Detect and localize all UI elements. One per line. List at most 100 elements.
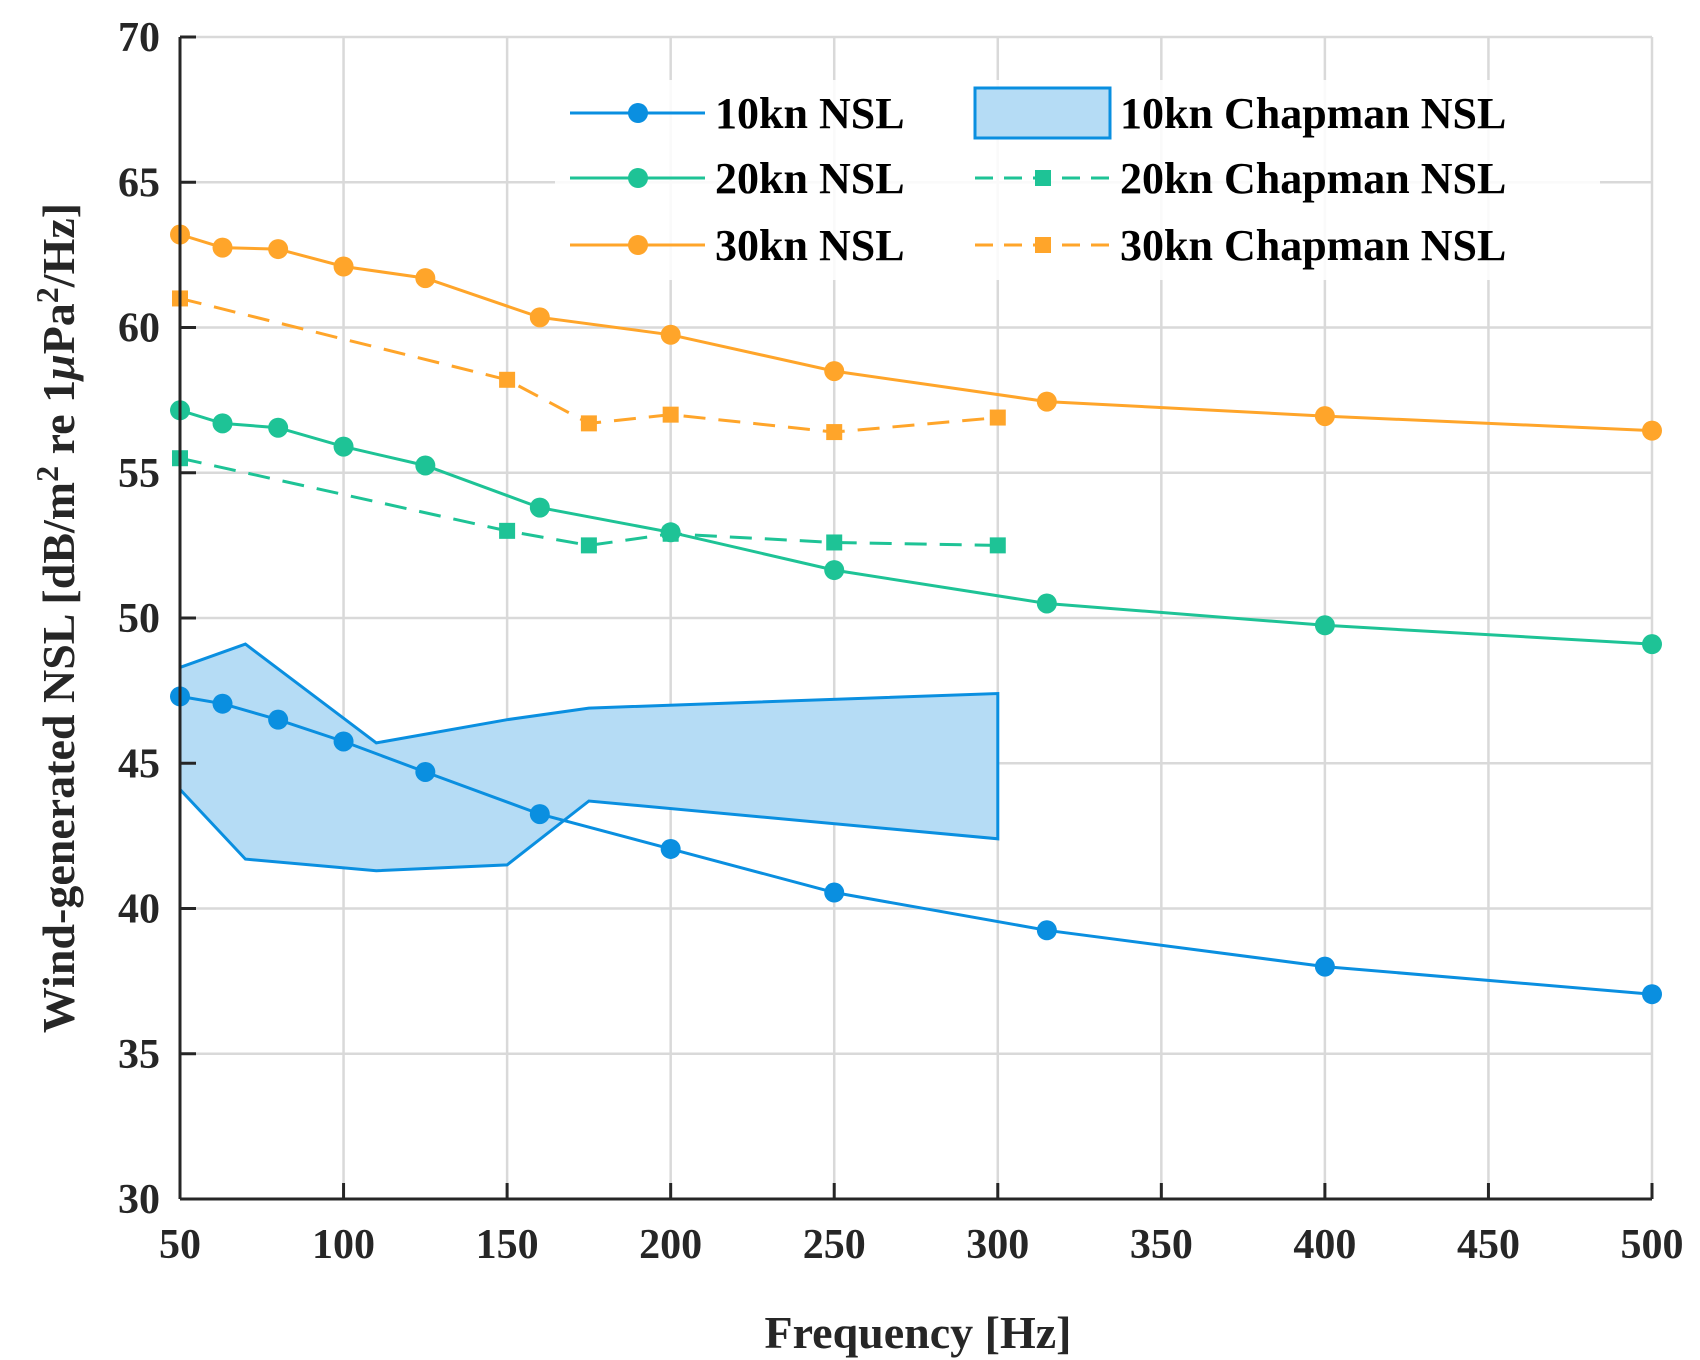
legend-label-30kn-nsl: 30kn NSL [715,221,905,270]
x-tick-label-200: 200 [639,1222,702,1268]
legend-label-20kn-chapman: 20kn Chapman NSL [1120,154,1506,203]
y-tick-label-50: 50 [118,596,160,642]
x-tick-label-450: 450 [1457,1222,1520,1268]
point-20kn-chapman-nsl-150 [499,522,516,539]
point-20kn-nsl-315 [1036,593,1057,614]
point-30kn-nsl-315 [1036,391,1057,412]
legend-marker-20kn-nsl [628,168,648,188]
y-title-mu: μ [33,354,84,382]
point-10kn-nsl-250 [824,882,845,903]
x-tick-label-350: 350 [1130,1222,1193,1268]
point-20kn-chapman-nsl-175 [580,537,597,554]
x-tick-label-400: 400 [1293,1222,1356,1268]
x-tick-label-250: 250 [803,1222,866,1268]
legend-marker-30kn-nsl [628,235,648,255]
point-30kn-nsl-250 [824,361,845,382]
x-tick-labels: 50 100 150 200 250 300 350 400 450 500 [159,1222,1684,1268]
y-tick-labels: 30 35 40 45 50 55 60 65 70 [118,15,160,1223]
point-10kn-nsl-200 [660,838,681,859]
legend-entry-10kn-nsl: 10kn NSL [570,89,905,138]
point-30kn-chapman-nsl-175 [580,415,597,432]
point-10kn-nsl-100 [333,731,354,752]
point-20kn-chapman-nsl-300 [989,537,1006,554]
point-10kn-nsl-125 [415,761,436,782]
point-20kn-nsl-250 [824,560,845,581]
legend-swatch-10kn-chapman [973,86,1112,140]
y-tick-label-55: 55 [118,451,160,497]
y-tick-label-70: 70 [118,15,160,61]
point-30kn-chapman-nsl-300 [989,409,1006,426]
legend-marker-20kn-chapman [1035,170,1051,186]
x-axis-title: Frequency [Hz] [764,1307,1071,1358]
x-tick-label-300: 300 [966,1222,1029,1268]
point-30kn-nsl-80 [268,239,289,260]
y-tick-label-45: 45 [118,741,160,787]
point-30kn-nsl-63 [212,237,233,258]
point-20kn-nsl-160 [529,497,550,518]
y-tick-label-40: 40 [118,887,160,933]
y-title-part-1: Wind-generated NSL [dB/m [33,482,84,1033]
line-30kn-chapman-nsl [179,296,998,434]
y-axis-title: Wind-generated NSL [dB/m2 re 1μPa2/Hz] [29,203,84,1033]
point-30kn-nsl-100 [333,256,354,277]
series-10kn-nsl [170,686,1662,1005]
legend-entry-30kn-chapman: 30kn Chapman NSL [975,221,1506,270]
chapman-band [178,642,1000,873]
point-10kn-nsl-63 [212,693,233,714]
line-20kn-chapman-nsl [179,456,998,547]
point-30kn-chapman-nsl-200 [662,406,679,423]
point-10kn-nsl-500 [1642,984,1662,1005]
x-tick-label-100: 100 [312,1222,375,1268]
point-20kn-nsl-500 [1642,634,1662,655]
point-30kn-nsl-400 [1314,406,1335,427]
x-tick-label-150: 150 [476,1222,539,1268]
series-group [170,224,1662,1005]
point-10kn-nsl-315 [1036,920,1057,941]
legend-entry-30kn-nsl: 30kn NSL [570,221,905,270]
line-20kn-nsl [179,408,1653,646]
point-20kn-nsl-125 [415,455,436,476]
series-30kn-chapman-nsl [172,290,1006,441]
band-10kn-chapman-nsl [178,642,1000,873]
y-tick-label-30: 30 [118,1177,160,1223]
point-30kn-chapman-nsl-250 [826,424,843,441]
point-30kn-nsl-160 [529,307,550,328]
x-tick-label-50: 50 [159,1222,201,1268]
y-title-part-4: /Hz] [33,203,84,288]
axes [178,35,1654,1201]
point-20kn-chapman-nsl-200 [662,525,679,542]
point-30kn-nsl-200 [660,324,681,345]
point-10kn-nsl-400 [1314,956,1335,977]
y-tick-label-60: 60 [118,306,160,352]
y-title-sup-1: 2 [29,466,65,482]
legend-label-10kn-chapman: 10kn Chapman NSL [1120,89,1506,138]
point-20kn-nsl-100 [333,436,354,457]
point-10kn-nsl-80 [268,709,289,730]
legend: 10kn NSL 10kn Chapman NSL 20kn NSL 20kn … [555,80,1600,280]
series-20kn-chapman-nsl [172,450,1006,554]
point-10kn-nsl-160 [529,804,550,825]
point-30kn-nsl-500 [1642,420,1662,441]
legend-marker-10kn-nsl [628,103,648,123]
point-20kn-chapman-nsl-250 [826,534,843,551]
legend-label-20kn-nsl: 20kn NSL [715,154,905,203]
y-tick-label-35: 35 [118,1032,160,1078]
legend-entry-20kn-nsl: 20kn NSL [570,154,905,203]
legend-label-10kn-nsl: 10kn NSL [715,89,905,138]
point-20kn-nsl-400 [1314,615,1335,636]
y-title-part-2: re 1 [33,380,84,466]
legend-entry-10kn-chapman: 10kn Chapman NSL [973,86,1506,140]
series-30kn-nsl [170,224,1662,441]
point-30kn-nsl-125 [415,268,436,289]
point-20kn-nsl-63 [212,413,233,434]
series-20kn-nsl [170,400,1662,655]
y-title-part-3: Pa [33,303,84,354]
legend-marker-30kn-chapman [1035,237,1051,253]
legend-label-30kn-chapman: 30kn Chapman NSL [1120,221,1506,270]
point-20kn-nsl-80 [268,417,289,438]
y-title-sup-2: 2 [29,287,65,303]
point-30kn-chapman-nsl-150 [499,371,516,388]
y-tick-label-65: 65 [118,160,160,206]
legend-entry-20kn-chapman: 20kn Chapman NSL [975,154,1506,203]
